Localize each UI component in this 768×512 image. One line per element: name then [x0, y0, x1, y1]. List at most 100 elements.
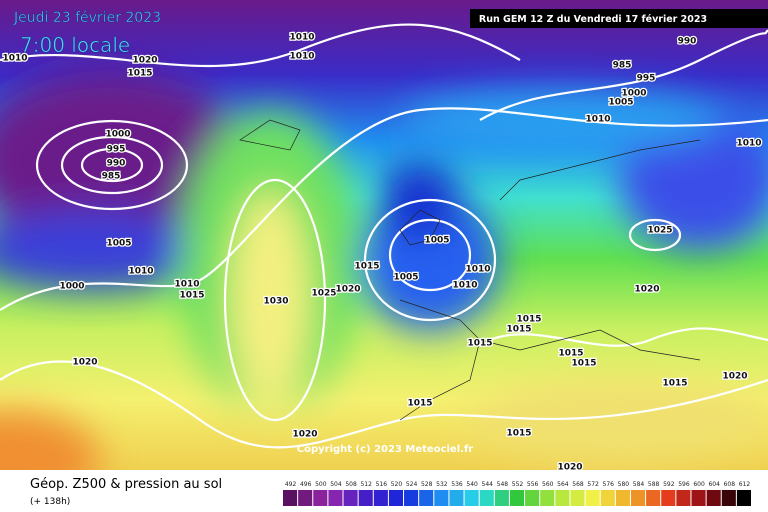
scale-label: 592 [663, 481, 675, 488]
scale-swatch [615, 490, 630, 506]
scale-swatch [570, 490, 585, 506]
isobar-label: 1010 [2, 54, 27, 64]
isobar-label: 1005 [608, 98, 633, 108]
scale-swatch [373, 490, 388, 506]
isobar-label: 990 [107, 159, 126, 169]
scale-label: 552 [512, 481, 524, 488]
scale-label: 596 [678, 481, 690, 488]
scale-swatch [449, 490, 464, 506]
isobar-label: 1000 [621, 89, 646, 99]
isobar-label: 1020 [72, 358, 97, 368]
scale-label: 492 [285, 481, 297, 488]
scale-swatch [525, 490, 540, 506]
scale-label: 520 [391, 481, 403, 488]
scale-swatch [419, 490, 434, 506]
scale-swatch [509, 490, 525, 506]
run-label: Run GEM 12 Z du Vendredi 17 février 2023 [479, 14, 707, 25]
isobar-label: 1015 [354, 262, 379, 272]
isobar-label: 1015 [127, 69, 152, 79]
scale-swatch [630, 490, 646, 506]
isobar-label: 1015 [467, 339, 492, 349]
isobar-label: 1010 [736, 139, 761, 149]
isobar-label: 1015 [407, 399, 432, 409]
scale-swatch [585, 490, 600, 506]
scale-label: 536 [451, 481, 463, 488]
isobar-label: 1010 [585, 115, 610, 125]
scale-label: 548 [497, 481, 509, 488]
isobar-label: 1030 [263, 297, 288, 307]
scale-label: 588 [648, 481, 660, 488]
isobar-label: 990 [678, 37, 697, 47]
scale-label: 508 [345, 481, 357, 488]
scale-label: 604 [708, 481, 720, 488]
scale-swatch [434, 490, 449, 506]
isobar-label: 1015 [662, 379, 687, 389]
scale-label: 612 [739, 481, 751, 488]
isobar-label: 985 [613, 61, 632, 71]
isobar-label: 1000 [59, 282, 84, 292]
copyright: Copyright (c) 2023 Meteociel.fr [297, 444, 474, 455]
isobar-label: 1015 [516, 315, 541, 325]
isobar-label: 1020 [722, 372, 747, 382]
scale-label: 504 [330, 481, 342, 488]
scale-label: 600 [693, 481, 705, 488]
map-time: 7:00 locale [20, 33, 130, 57]
scale-swatch [343, 490, 358, 506]
isobar-label: 1005 [424, 236, 449, 246]
scale-label: 528 [421, 481, 433, 488]
scale-swatch [600, 490, 615, 506]
scale-label: 540 [466, 481, 478, 488]
isobar-label: 1020 [557, 463, 582, 473]
scale-label: 560 [542, 481, 554, 488]
scale-label: 516 [376, 481, 388, 488]
isobar-label: 1020 [634, 285, 659, 295]
isobar-label: 1010 [452, 281, 477, 291]
scale-swatch [298, 490, 313, 506]
scale-label: 500 [315, 481, 327, 488]
isobar-label: 1025 [647, 226, 672, 236]
scale-swatch [479, 490, 494, 506]
scale-swatch [540, 490, 555, 506]
isobar-label: 1015 [558, 349, 583, 359]
isobar-label: 1015 [571, 359, 596, 369]
isobar-label: 1020 [132, 56, 157, 66]
scale-swatch [464, 490, 479, 506]
scale-label: 568 [572, 481, 584, 488]
scale-swatch [313, 490, 328, 506]
scale-swatch [676, 490, 691, 506]
isobar-label: 1020 [335, 285, 360, 295]
scale-label: 512 [360, 481, 372, 488]
scale-swatch [661, 490, 676, 506]
isobar-label: 1010 [174, 280, 199, 290]
scale-swatch [404, 490, 419, 506]
footer-title: Géop. Z500 & pression au sol [30, 477, 222, 492]
scale-label: 608 [724, 481, 736, 488]
isobars [0, 23, 768, 449]
isobar-label: 1010 [465, 265, 490, 275]
isobar-label: 1005 [393, 273, 418, 283]
scale-label: 544 [482, 481, 494, 488]
scale-label: 584 [633, 481, 645, 488]
footer-subtitle: (+ 138h) [30, 497, 70, 507]
isobar-label: 1015 [179, 291, 204, 301]
scale-swatch [691, 490, 706, 506]
scale-swatch [328, 490, 343, 506]
map-date: Jeudi 23 février 2023 [13, 10, 161, 26]
scale-label: 572 [587, 481, 599, 488]
scale-swatch [358, 490, 373, 506]
scale-swatch [706, 490, 721, 506]
scale-label: 556 [527, 481, 539, 488]
run-banner [470, 9, 768, 28]
scale-swatch [494, 490, 509, 506]
isobar-label: 1020 [292, 430, 317, 440]
scale-swatch [721, 490, 736, 506]
scale-label: 524 [406, 481, 418, 488]
scale-label: 532 [436, 481, 448, 488]
isobar-label: 985 [102, 172, 121, 182]
scale-label: 564 [557, 481, 569, 488]
scale-swatch [388, 490, 404, 506]
scale-label: 580 [618, 481, 630, 488]
scale-swatch [283, 490, 298, 506]
isobar-label: 995 [637, 74, 656, 84]
